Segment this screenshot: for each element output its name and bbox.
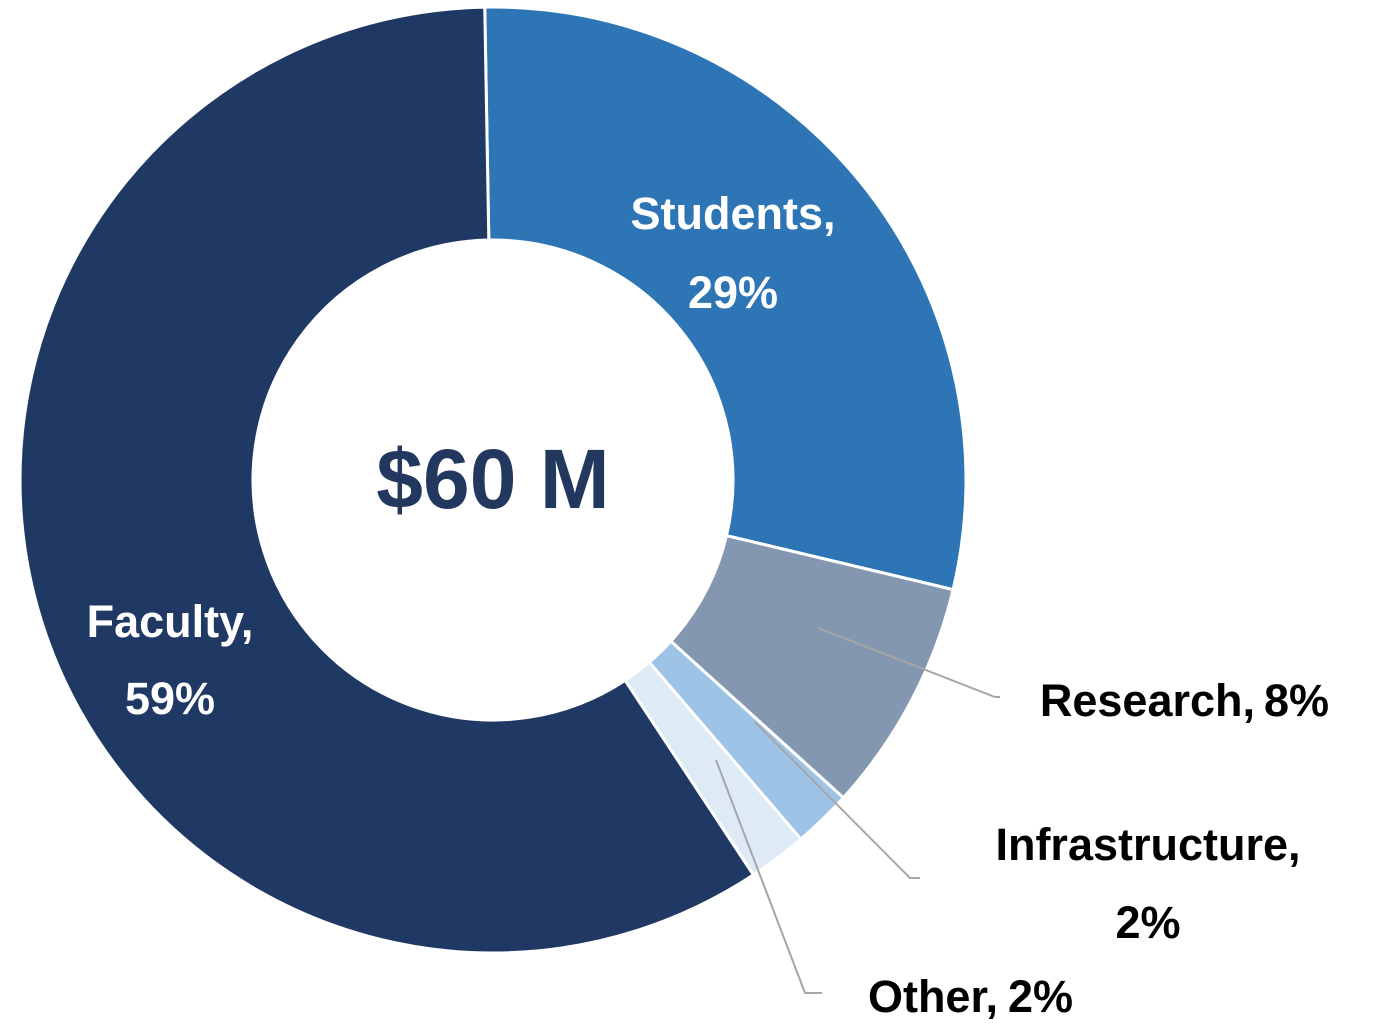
leader-line (817, 627, 1000, 698)
category-label: Infrastructure, (995, 819, 1300, 870)
leader-line (754, 721, 920, 879)
value-label: 8% (1264, 675, 1329, 726)
leader-line (715, 759, 822, 994)
center-label: $60 M (376, 432, 609, 526)
value-label: 2% (1008, 971, 1073, 1022)
category-label: Research, (1040, 675, 1255, 726)
value-label: 2% (1115, 897, 1180, 948)
category-label: Students, (630, 188, 835, 239)
category-label: Faculty, (87, 596, 254, 647)
donut-slice (483, 5, 968, 592)
donut-slice (18, 5, 756, 955)
value-label: 59% (125, 673, 215, 724)
value-label: 29% (688, 267, 778, 318)
category-label: Other, (868, 971, 998, 1022)
